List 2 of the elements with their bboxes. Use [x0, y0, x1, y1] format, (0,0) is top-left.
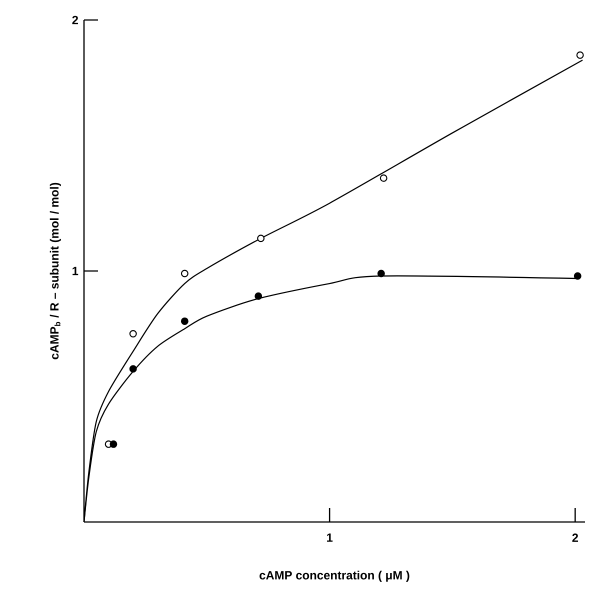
x-axis-title: cAMP concentration ( μM )	[260, 570, 410, 582]
y-axis-title: cAMP$_{b}$ / R – subunit (mol / mol)	[50, 182, 61, 360]
